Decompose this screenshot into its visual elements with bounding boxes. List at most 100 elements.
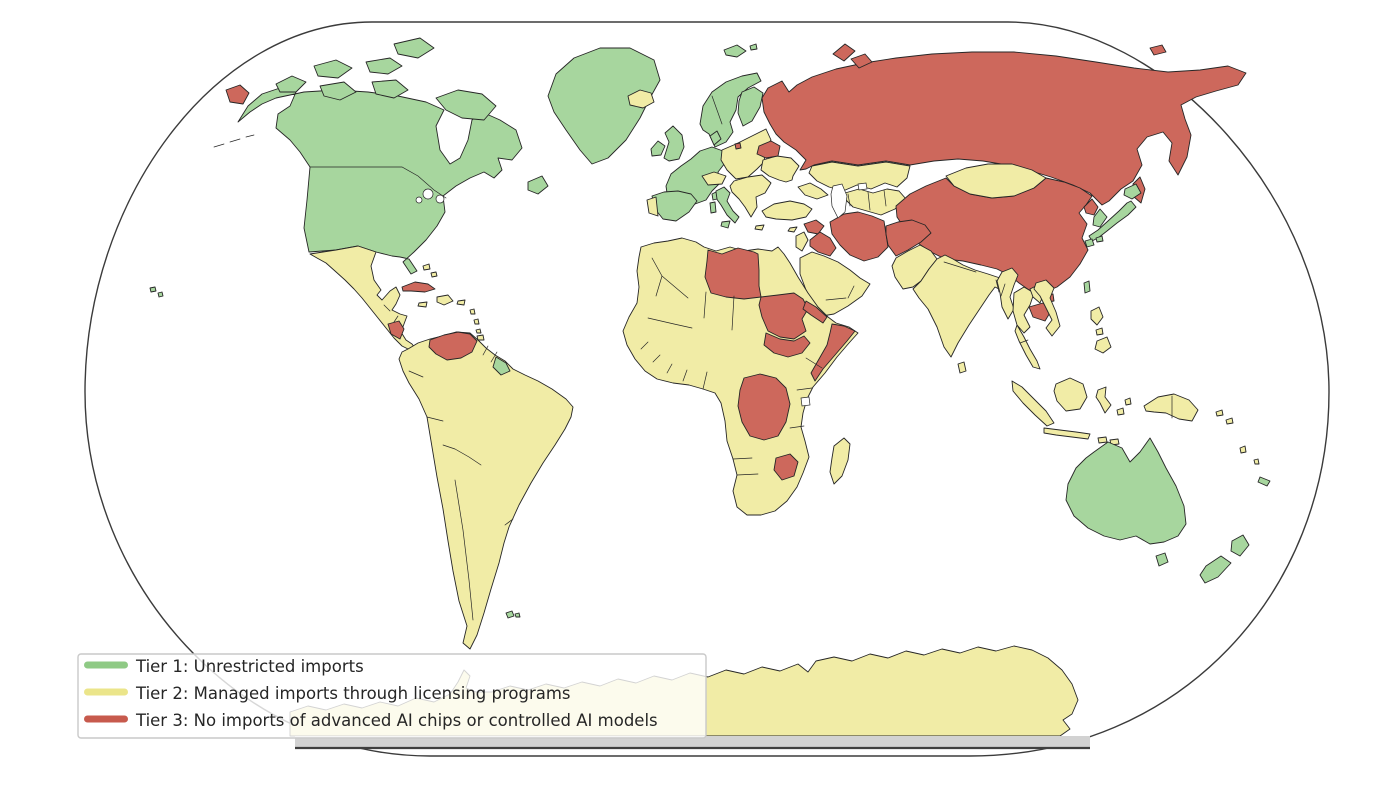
country-arctic-island [275, 75, 307, 93]
country-iceland [627, 89, 655, 109]
country-falklands [505, 610, 515, 619]
country-new-caledonia [1257, 476, 1271, 487]
country-lesser-antilles [469, 308, 476, 315]
country-chukotka-sliver [225, 84, 250, 105]
country-sumatra [1011, 380, 1055, 427]
tier3-swatch-icon [84, 715, 128, 723]
country-sri-lanka [957, 361, 967, 374]
lake-victoria [800, 396, 811, 407]
country-thailand-malaysia [1012, 286, 1041, 370]
country-lesser-sunda [1097, 436, 1108, 444]
country-novaya-zemlya [850, 53, 873, 69]
country-denmark [709, 130, 722, 146]
country-syria [803, 219, 825, 235]
country-balkans [729, 174, 772, 218]
country-spain [651, 190, 698, 222]
country-svalbard [723, 44, 747, 58]
country-kazakhstan [808, 161, 911, 192]
country-corsica [711, 191, 718, 201]
legend-box [77, 653, 707, 739]
country-iran [829, 211, 889, 262]
country-arctic-island [313, 59, 353, 79]
country-wrangel [1149, 44, 1167, 56]
country-taiwan [1083, 280, 1091, 294]
country-baffin [435, 89, 497, 121]
country-borneo [1053, 377, 1088, 412]
country-belarus [756, 140, 781, 159]
country-hawaii [149, 286, 157, 293]
country-java [1043, 427, 1091, 440]
country-australia [1065, 437, 1187, 545]
country-italy [715, 186, 740, 224]
country-kaliningrad [734, 142, 742, 150]
country-zimbabwe [773, 453, 799, 481]
country-solomon-islands [1215, 409, 1224, 417]
country-ukraine [760, 155, 800, 183]
legend-item-tier2: Tier 2: Managed imports through licensin… [84, 684, 571, 703]
country-mongolia [945, 163, 1047, 199]
country-south-america [398, 331, 574, 650]
country-moluccas [1124, 397, 1132, 406]
country-new-guinea [1143, 393, 1199, 422]
country-sardinia [709, 201, 717, 214]
country-puerto-rico [456, 299, 466, 306]
great-lake-icon [415, 196, 423, 204]
country-south-korea [1092, 208, 1108, 228]
country-arctic-island [365, 57, 403, 75]
country-luzon [1090, 306, 1104, 326]
country-moluccas [1116, 407, 1125, 416]
internal-borders [213, 95, 1173, 621]
country-united-kingdom [663, 125, 685, 162]
country-switzerland-austria [701, 171, 727, 186]
country-finland [737, 86, 764, 127]
country-new-zealand-north [1230, 534, 1250, 557]
country-crete [754, 224, 765, 231]
country-falklands [514, 612, 521, 618]
country-vietnam [1033, 279, 1061, 337]
country-arctic-island [319, 81, 357, 101]
country-venezuela [428, 331, 478, 361]
country-libya [704, 247, 762, 300]
country-tasmania [1155, 552, 1169, 567]
country-madagascar [829, 437, 851, 485]
country-newfoundland [527, 175, 549, 195]
tier1-label: Tier 1: Unrestricted imports [135, 657, 364, 676]
country-eritrea [802, 300, 828, 324]
country-sicily [720, 220, 731, 229]
caspian-sea [830, 183, 848, 219]
country-solomon-islands [1225, 417, 1234, 425]
tier3-label: Tier 3: No imports of advanced AI chips … [135, 711, 658, 730]
country-cuba [401, 281, 436, 293]
country-new-zealand-south [1199, 555, 1232, 584]
country-afghanistan [885, 219, 932, 257]
lakes [415, 182, 868, 407]
country-ireland [650, 140, 666, 157]
country-south-sudan [763, 332, 811, 358]
country-sulawesi [1095, 386, 1112, 414]
country-mindanao [1094, 336, 1112, 354]
country-fiji [1253, 458, 1260, 465]
legend-item-tier3: Tier 3: No imports of advanced AI chips … [84, 711, 658, 730]
country-levant [795, 231, 809, 252]
country-portugal [646, 196, 659, 217]
great-lake-icon [435, 194, 445, 204]
country-visayas [1095, 327, 1104, 336]
country-novaya-zemlya [832, 43, 856, 62]
country-dr-congo [737, 373, 791, 441]
country-cyprus [787, 226, 798, 233]
tier2-label: Tier 2: Managed imports through licensin… [135, 684, 571, 703]
country-svalbard [749, 43, 758, 51]
country-lesser-antilles [475, 328, 482, 334]
legend-item-tier1: Tier 1: Unrestricted imports [84, 657, 364, 676]
tier2-swatch-icon [84, 688, 128, 696]
country-jamaica [417, 301, 428, 308]
country-hispaniola [436, 294, 454, 306]
country-bahamas [430, 271, 438, 278]
country-japan-hokkaido [1123, 183, 1142, 200]
country-greenland [547, 47, 661, 165]
great-lake-icon [422, 188, 434, 200]
country-vanuatu [1239, 445, 1247, 454]
country-lesser-antilles [473, 318, 480, 325]
